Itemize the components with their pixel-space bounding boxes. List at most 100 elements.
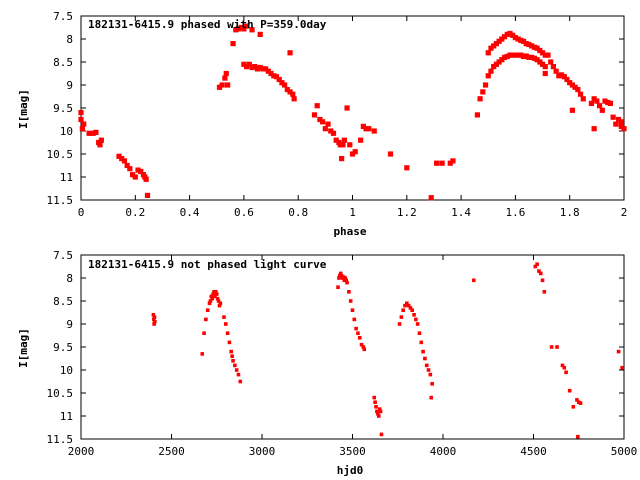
phased-data-point	[556, 73, 562, 79]
unphased-data-point	[350, 308, 355, 312]
unphased-data-point	[210, 296, 215, 301]
phased-data-point	[317, 116, 323, 123]
phased-data-point	[480, 89, 486, 95]
phased-y-tick-label: 10.5	[47, 148, 74, 161]
phased-data-point	[526, 41, 532, 48]
unphased-data-point	[207, 301, 212, 306]
phased-x-tick-label: 1.4	[451, 206, 471, 219]
phased-data-point	[320, 119, 326, 125]
phased-data-point	[119, 156, 125, 162]
unphased-y-tick-label: 8.5	[53, 295, 73, 308]
unphased-data-point	[410, 308, 415, 312]
phased-data-point	[249, 64, 255, 71]
phased-data-point	[534, 57, 540, 63]
phased-data-point	[607, 100, 614, 106]
unphased-data-point	[555, 345, 559, 349]
unphased-data-point	[562, 365, 567, 370]
unphased-data-point	[535, 262, 539, 266]
phased-tick-marks	[80, 15, 625, 201]
unphased-data-point	[576, 434, 580, 439]
phased-data-point	[542, 64, 548, 70]
phased-data-point	[542, 70, 548, 77]
phased-data-point	[260, 66, 266, 72]
phased-data-point	[252, 64, 258, 70]
unphased-light-curve-panel: 2000 2500 3000 3500 4000 4500 5000 7.5 8 8.5 9 9.5 1…	[17, 249, 637, 477]
phased-data-point	[531, 44, 538, 50]
unphased-data-point	[538, 271, 543, 276]
phased-data-point	[124, 162, 130, 169]
unphased-data-point	[338, 273, 342, 278]
phased-y-tick-label: 10	[60, 125, 73, 138]
unphased-data-point	[230, 354, 234, 358]
phased-data-point	[90, 130, 96, 136]
unphased-data-point	[205, 308, 210, 312]
unphased-data-point	[348, 299, 353, 303]
phased-data-point	[233, 27, 239, 33]
phased-data-point	[268, 70, 274, 77]
phased-data-point	[591, 96, 597, 102]
unphased-data-point	[337, 276, 341, 280]
unphased-data-point	[231, 359, 235, 363]
unphased-x-tick-label: 4500	[520, 445, 547, 458]
unphased-data-point	[374, 405, 378, 409]
phased-data-point	[526, 54, 532, 60]
phased-data-point	[493, 41, 499, 47]
phased-data-point	[615, 116, 622, 123]
phased-y-tick-label: 8.5	[53, 56, 73, 69]
phased-data-point	[613, 121, 619, 127]
phased-data-point	[241, 61, 247, 67]
phased-data-point	[501, 34, 508, 40]
phased-data-point	[271, 73, 277, 79]
unphased-data-point	[356, 331, 360, 335]
unphased-data-point	[616, 349, 621, 354]
phased-data-point	[529, 54, 535, 60]
unphased-data-point	[234, 368, 239, 372]
phased-data-point	[98, 137, 104, 143]
unphased-data-point	[225, 331, 230, 335]
unphased-y-tick-label: 9.5	[53, 341, 73, 354]
unphased-data-point	[336, 285, 340, 289]
phased-data-point	[257, 64, 263, 71]
phased-data-point	[491, 43, 497, 49]
phased-y-tick-label: 11.5	[47, 194, 74, 207]
unphased-data-point	[208, 299, 213, 303]
unphased-data-point	[426, 368, 431, 372]
unphased-data-point	[401, 308, 405, 312]
unphased-data-point	[576, 400, 581, 404]
unphased-data-point	[620, 365, 624, 370]
phased-data-point	[591, 126, 597, 132]
phased-x-tick-label: 1.2	[397, 206, 417, 219]
phased-data-point	[510, 32, 516, 38]
unphased-data-point	[347, 290, 351, 294]
phased-data-point	[78, 116, 84, 123]
phased-x-tick-label: 0	[78, 206, 85, 219]
phased-data-point	[132, 174, 138, 180]
phased-data-point	[223, 70, 229, 77]
unphased-data-point	[430, 382, 434, 386]
unphased-data-point	[339, 273, 344, 278]
unphased-data-point	[542, 290, 547, 294]
unphased-data-point	[362, 347, 367, 352]
unphased-chart-title: 182131-6415.9 not phased light curve	[88, 258, 327, 271]
unphased-data-point	[560, 363, 565, 368]
phased-data-point	[499, 57, 505, 63]
unphased-data-point	[373, 400, 377, 404]
phased-data-point	[580, 96, 586, 102]
phased-data-point	[328, 128, 334, 134]
phased-data-point	[507, 52, 513, 58]
phased-data-point	[569, 107, 576, 113]
phased-data-point	[539, 50, 546, 56]
unphased-data-point	[417, 331, 422, 335]
phased-data-point	[387, 151, 394, 157]
phased-data-point	[86, 130, 92, 136]
unphased-data-point	[151, 313, 156, 317]
phased-data-point	[512, 52, 518, 58]
phased-light-curve-panel: 0 0.2 0.4 0.6 0.8 1 1.2 1.4 1.6 1.8 2 7.5 8 8.5 9 9.5 10…	[17, 10, 627, 238]
phased-data-point	[282, 82, 288, 88]
unphased-data-point	[214, 292, 219, 296]
phased-data-point	[518, 37, 524, 43]
phased-data-point	[504, 53, 510, 60]
unphased-y-axis-label: I[mag]	[17, 328, 30, 368]
phased-data-point	[561, 74, 567, 80]
phased-data-point	[371, 128, 377, 134]
